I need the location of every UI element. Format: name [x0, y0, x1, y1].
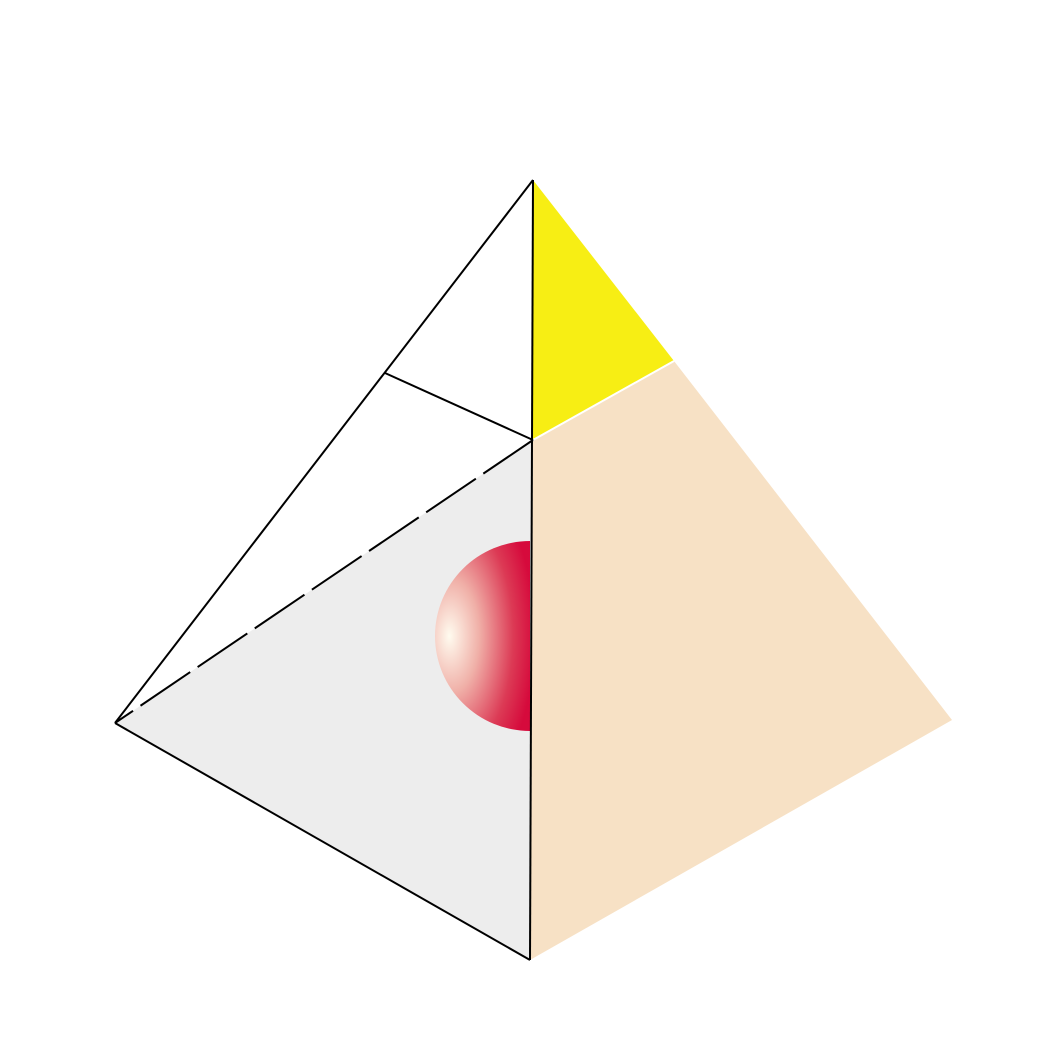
top-section: [533, 180, 674, 440]
half-sphere: [435, 541, 530, 731]
front-edge: [529, 179, 534, 961]
bottom-edge: [114, 722, 531, 961]
base-face: [115, 440, 533, 960]
right-face: [530, 361, 952, 960]
hidden-edge: [114, 439, 534, 724]
left-edge: [114, 179, 534, 724]
section-edge: [532, 360, 675, 441]
section-line: [384, 372, 534, 441]
edges: [114, 179, 534, 961]
